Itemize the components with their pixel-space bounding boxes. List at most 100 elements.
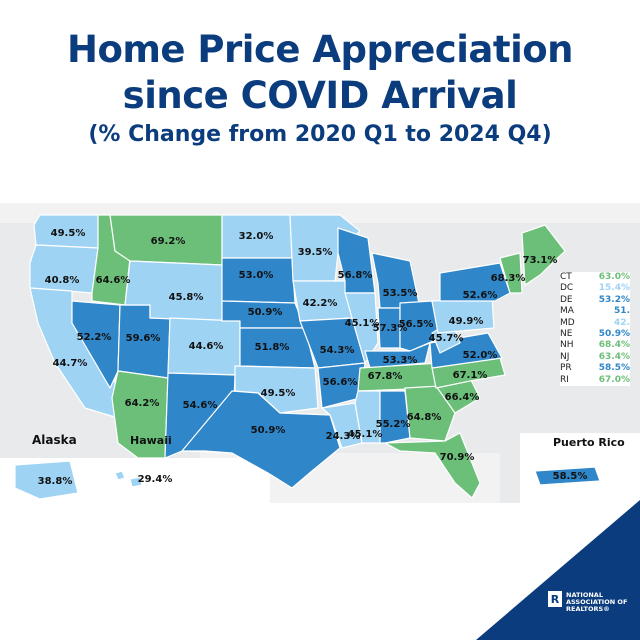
state-label-wi: 56.8% [338, 270, 373, 281]
state-tx [181, 390, 341, 489]
state-label-pa: 49.9% [449, 316, 484, 327]
legend-row-dc: DC 15.4% [560, 283, 630, 294]
state-label-tn: 67.8% [368, 371, 403, 382]
state-label-az: 64.2% [125, 398, 160, 409]
state-label-mn: 39.5% [298, 247, 333, 258]
state-label-ca: 44.7% [53, 358, 88, 369]
state-fl [384, 432, 481, 499]
legend-abbr: NH [560, 340, 574, 351]
state-ky [364, 342, 431, 369]
state-ga [404, 385, 456, 442]
state-label-ne: 50.9% [248, 307, 283, 318]
title-line-2: since COVID Arrival [122, 74, 518, 117]
logo-line-1: NATIONAL [566, 591, 603, 599]
subtitle: (% Change from 2020 Q1 to 2024 Q4) [88, 122, 552, 147]
state-label-al: 55.2% [376, 419, 411, 430]
legend-value: 58.5% [598, 363, 630, 374]
state-label-ia: 42.2% [303, 298, 338, 309]
legend-value: 42. [614, 317, 630, 328]
state-hi [114, 470, 143, 488]
state-label-co: 44.6% [189, 341, 224, 352]
alaska-inset-label: Alaska [32, 433, 77, 447]
legend-abbr: PR [560, 363, 572, 374]
state-label-or: 40.8% [45, 275, 80, 286]
state-label-tx: 50.9% [251, 425, 286, 436]
state-label-nv: 52.2% [77, 332, 112, 343]
puerto-rico-inset-label: Puerto Rico [553, 436, 625, 449]
state-label-sd: 53.0% [239, 270, 274, 281]
state-label-wy: 45.8% [169, 292, 204, 303]
state-label-nd: 32.0% [239, 231, 274, 242]
state-al [379, 390, 411, 444]
state-label-va: 52.0% [463, 350, 498, 361]
nar-logo: R NATIONAL ASSOCIATION OF REALTORS® [476, 500, 640, 640]
state-label-ok: 49.5% [261, 388, 296, 399]
state-label-ak: 38.8% [38, 476, 73, 487]
state-label-il: 45.1% [345, 318, 380, 329]
state-label-sc: 66.4% [445, 392, 480, 403]
small-states-legend: CT 63.0% DC 15.4% DE 53.2% MA 51. MD 42. NE 50.9% NH… [560, 272, 630, 386]
state-label-mt: 69.2% [151, 236, 186, 247]
state-ak [14, 460, 79, 500]
legend-value: 51. [614, 306, 630, 317]
state-label-mo: 54.3% [320, 345, 355, 356]
legend-row-ne: NE 50.9% [560, 329, 630, 340]
legend-value: 63.4% [598, 351, 630, 362]
state-label-id: 64.6% [96, 275, 131, 286]
us-map: 49.5% 40.8% 44.7% 64.6% 52.2% 59.6% 64.2% 69.2%… [0, 203, 640, 503]
state-la [321, 402, 363, 449]
legend-row-ri: RI 67.0% [560, 375, 630, 386]
state-label-ar: 56.6% [323, 377, 358, 388]
state-label-la: 24.3% [326, 431, 361, 442]
state-label-vt: 68.3% [491, 273, 526, 284]
legend-row-ma: MA 51. [560, 306, 630, 317]
state-label-oh: 56.5% [399, 319, 434, 330]
state-label-ny: 52.6% [463, 290, 498, 301]
legend-abbr: DC [560, 283, 574, 294]
state-label-ga: 64.8% [407, 412, 442, 423]
state-label-ms: 45.1% [348, 429, 383, 440]
legend-value: 68.4% [598, 340, 630, 351]
hawaii-inset-label: Hawaii [130, 434, 172, 447]
legend-abbr: MA [560, 306, 574, 317]
state-label-nm: 54.6% [183, 400, 218, 411]
legend-abbr: RI [560, 374, 569, 385]
legend-abbr: DE [560, 294, 573, 305]
legend-value: 53.2% [598, 294, 630, 305]
state-label-pr: 58.5% [553, 471, 588, 482]
logo-line-2: ASSOCIATION OF [566, 598, 627, 606]
state-label-wv: 45.7% [429, 333, 464, 344]
realtor-r-icon [548, 591, 562, 607]
state-nv [71, 300, 121, 389]
legend-abbr: CT [560, 272, 572, 282]
state-label-me: 73.1% [523, 255, 558, 266]
logo-line-3: REALTORS® [566, 605, 610, 613]
state-label-fl: 70.9% [440, 452, 475, 463]
legend-row-ct: CT 63.0% [560, 272, 630, 283]
state-label-mi: 53.5% [383, 288, 418, 299]
legend-abbr: MD [560, 317, 575, 328]
state-label-ky: 53.3% [383, 355, 418, 366]
map-svg: 49.5% 40.8% 44.7% 64.6% 52.2% 59.6% 64.2% 69.2%… [0, 203, 640, 503]
legend-value: 63.0% [598, 272, 630, 282]
legend-row-md: MD 42. [560, 318, 630, 329]
state-label-in: 57.3% [373, 323, 408, 334]
state-vt [499, 252, 523, 294]
legend-abbr: NJ [560, 351, 570, 362]
state-label-nc: 67.1% [453, 370, 488, 381]
state-ny [439, 262, 511, 302]
state-pr [534, 466, 601, 486]
svg-text:R: R [551, 593, 560, 606]
legend-row-nh: NH 68.4% [560, 340, 630, 351]
state-label-ut: 59.6% [126, 333, 161, 344]
legend-row-nj: NJ 63.4% [560, 352, 630, 363]
legend-value: 67.0% [598, 374, 630, 385]
legend-row-de: DE 53.2% [560, 295, 630, 306]
title-line-1: Home Price Appreciation [66, 28, 574, 71]
legend-value: 15.4% [598, 283, 630, 294]
state-ms [354, 390, 381, 444]
state-label-hi: 29.4% [138, 474, 173, 485]
legend-row-pr: PR 58.5% [560, 363, 630, 374]
state-label-ks: 51.8% [255, 342, 290, 353]
state-label-wa: 49.5% [51, 228, 86, 239]
